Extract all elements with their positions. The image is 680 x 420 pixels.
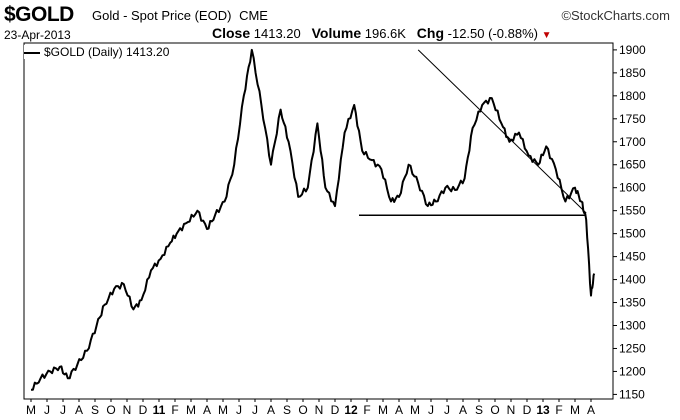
x-tick-label: A [587,403,595,417]
legend-swatch [24,51,40,54]
x-tick-label: J [44,403,50,417]
legend-label: $GOLD (Daily) 1413.20 [44,45,170,59]
y-tick-label: 1500 [619,227,646,241]
y-tick-label: 1450 [619,250,646,264]
x-tick-label: M [570,403,580,417]
plot-area [23,42,614,400]
y-tick-label: 1650 [619,158,646,172]
y-tick-label: 1900 [619,43,646,57]
x-tick-label: M [410,403,420,417]
y-tick-label: 1550 [619,204,646,218]
x-tick-label: F [171,403,178,417]
x-tick-label: J [60,403,66,417]
ticker-description: Gold - Spot Price (EOD) CME [92,8,268,23]
y-tick-label: 1850 [619,66,646,80]
x-tick-label: J [444,403,450,417]
x-tick-label: D [139,403,148,417]
x-tick-label: O [106,403,115,417]
annotation-lines [359,49,587,216]
y-tick-label: 1750 [619,112,646,126]
x-tick-label: A [459,403,467,417]
x-tick-label: A [75,403,83,417]
legend: $GOLD (Daily) 1413.20 [24,45,170,59]
y-tick-label: 1300 [619,319,646,333]
chg-value: -12.50 (-0.88%) [447,26,538,41]
x-tick-label: O [298,403,307,417]
x-tick-label: S [91,403,99,417]
trend-line [417,49,587,214]
x-tick-label: J [236,403,242,417]
close-label: Close [212,25,251,41]
x-tick-label: S [475,403,483,417]
x-tick-label: F [555,403,562,417]
close-value: 1413.20 [253,26,301,41]
exchange-label: CME [239,8,268,23]
y-tick-label: 1800 [619,89,646,103]
chart-date: 23-Apr-2013 [4,28,71,42]
x-tick-label: N [123,403,132,417]
y-tick-label: 1700 [619,135,646,149]
x-tick-label: A [395,403,403,417]
x-tick-label: J [428,403,434,417]
brand-link[interactable]: ©StockCharts.com [561,8,670,23]
price-line [31,48,596,391]
x-tick-label: A [203,403,211,417]
x-tick-label-year: 12 [344,403,358,417]
down-arrow-icon: ▼ [541,30,552,41]
x-tick-label: D [331,403,340,417]
y-tick-label: 1200 [619,364,646,378]
x-tick-label: F [363,403,370,417]
x-tick-label: M [26,403,36,417]
y-tick-label: 1400 [619,273,646,287]
y-tick-label: 1150 [619,387,645,401]
x-tick-label-year: 11 [153,403,166,417]
x-tick-label: N [315,403,324,417]
description-text: Gold - Spot Price (EOD) [92,8,232,23]
chg-label: Chg [416,25,445,41]
price-series [31,48,596,391]
ticker-symbol: $GOLD [4,3,74,26]
x-tick-label: M [218,403,228,417]
y-tick-label: 1250 [619,341,646,355]
x-tick-label: D [523,403,532,417]
x-tick-label-year: 13 [536,403,550,417]
x-tick-label: J [252,403,258,417]
x-tick-label: O [490,403,499,417]
x-tick-label: M [186,403,196,417]
x-axis: M J J A S O N D 11 F M A M J J A S O N D 12 F M A M J J A S O N D 13 F M A [26,399,595,417]
y-axis: 1150 1200 1250 1300 1350 1400 1450 1500 1550 1600… [613,43,646,401]
price-stats: Close 1413.20 Volume 196.6K Chg -12.50 (… [212,25,552,41]
x-tick-label: M [378,403,388,417]
x-tick-label: A [267,403,275,417]
x-tick-label: N [507,403,516,417]
volume-label: Volume [311,25,362,41]
y-tick-label: 1350 [619,296,646,310]
x-tick-label: S [283,403,291,417]
volume-value: 196.6K [364,26,406,41]
y-tick-label: 1600 [619,181,646,195]
